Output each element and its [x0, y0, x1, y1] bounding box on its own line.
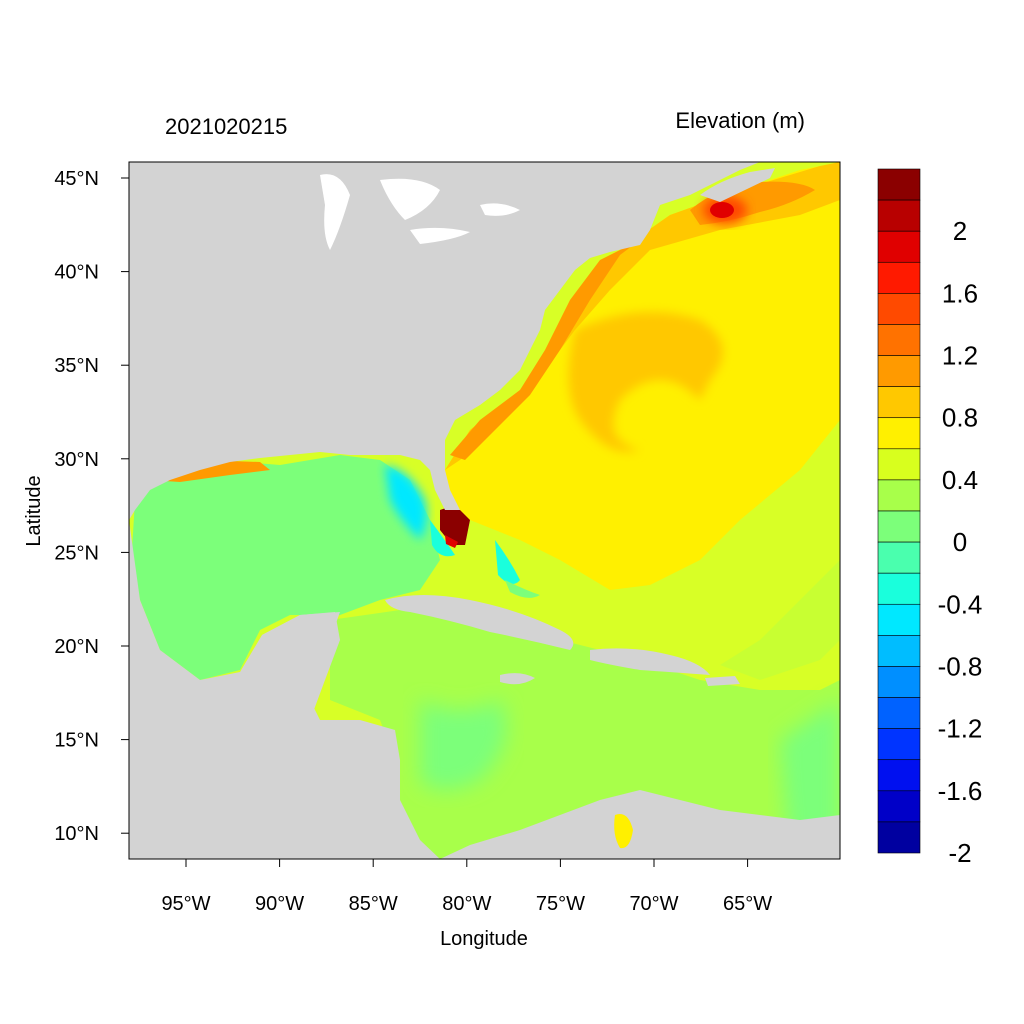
- y-tick-label: 45°N: [54, 168, 99, 190]
- south-florida-surge: [440, 505, 470, 548]
- x-tick-label: 80°W: [442, 893, 491, 915]
- variable-title: Elevation (m): [675, 108, 805, 133]
- colorbar-swatch: [877, 603, 921, 636]
- colorbar-swatch: [877, 759, 921, 792]
- colorbar-swatch: [877, 261, 921, 294]
- colorbar-label: -0.4: [938, 589, 983, 619]
- great-lakes: [320, 174, 520, 250]
- colorbar-swatch: [877, 697, 921, 729]
- maracaibo-lake: [614, 814, 633, 849]
- y-tick-label: 40°N: [54, 262, 99, 284]
- colorbar-swatch: [877, 199, 921, 232]
- colorbar-label: 2: [953, 216, 967, 246]
- colorbar-swatch: [877, 386, 921, 419]
- colorbar-label: 1.2: [942, 341, 978, 371]
- x-tick-label: 65°W: [723, 893, 772, 915]
- colorbar-swatch: [877, 355, 921, 387]
- map-plot-area: [129, 162, 840, 859]
- y-tick-label: 10°N: [54, 823, 99, 845]
- colorbar-label: -2: [948, 838, 971, 868]
- y-tick-label: 30°N: [54, 449, 99, 471]
- colorbar-swatch: [877, 572, 921, 605]
- x-tick-label: 95°W: [161, 893, 210, 915]
- mexico-land: [129, 520, 440, 859]
- colorbar-swatch: [877, 324, 921, 356]
- colorbar-label: 0.8: [942, 403, 978, 433]
- colorbar-label: -1.2: [938, 714, 983, 744]
- timestamp-title: 2021020215: [165, 114, 287, 139]
- colorbar-label: 0: [953, 527, 967, 557]
- colorbar-swatch: [877, 790, 921, 823]
- y-tick-label: 15°N: [54, 730, 99, 752]
- south-america-land: [440, 790, 840, 859]
- y-axis-ticks: 45°N 40°N 35°N 30°N 25°N 20°N 15°N 10°N: [54, 168, 129, 845]
- caribbean-elevation-field: [330, 560, 840, 859]
- colorbar-swatch: [877, 417, 921, 450]
- x-axis-ticks: 95°W 90°W 85°W 80°W 75°W 70°W 65°W: [161, 859, 772, 915]
- colorbar-swatch: [877, 479, 921, 512]
- y-tick-label: 25°N: [54, 542, 99, 564]
- bahamas-shallows: [495, 540, 540, 598]
- x-tick-label: 75°W: [536, 893, 585, 915]
- colorbar-swatch: [877, 230, 921, 263]
- x-tick-label: 90°W: [255, 893, 304, 915]
- puerto-rico-land: [705, 676, 740, 686]
- colorbar-swatch: [877, 448, 921, 481]
- colorbar-swatch: [877, 293, 921, 325]
- x-tick-label: 70°W: [629, 893, 678, 915]
- jamaica-land: [500, 673, 535, 685]
- cuba-land: [385, 595, 574, 650]
- plot-frame: [128, 161, 841, 860]
- colorbar-swatch: [877, 168, 921, 201]
- colorbar-swatch: [877, 635, 921, 667]
- colorbar-swatch: [877, 510, 921, 543]
- land-masses: [129, 162, 840, 859]
- colorbar: 2 1.6 1.2 0.8 0.4 0 -0.4 -0.8 -1.2 -1.6 -2: [877, 168, 983, 868]
- atlantic-elevation-field: [440, 162, 840, 590]
- colorbar-label: 0.4: [942, 465, 978, 495]
- north-america-land: [129, 162, 760, 520]
- hispaniola-land: [590, 648, 710, 675]
- colorbar-swatch: [877, 821, 921, 854]
- colorbar-swatch: [877, 728, 921, 761]
- colorbar-swatch: [877, 666, 921, 698]
- y-tick-label: 20°N: [54, 636, 99, 658]
- yucatan-land: [262, 612, 340, 715]
- nova-scotia-land: [700, 168, 775, 202]
- colorbar-label: -0.8: [938, 651, 983, 681]
- colorbar-label: -1.6: [938, 776, 983, 806]
- x-axis-label: Longitude: [440, 928, 528, 950]
- colorbar-label: 1.6: [942, 278, 978, 308]
- y-tick-label: 35°N: [54, 355, 99, 377]
- x-tick-label: 85°W: [349, 893, 398, 915]
- colorbar-swatch: [877, 541, 921, 574]
- y-axis-label: Latitude: [23, 475, 45, 546]
